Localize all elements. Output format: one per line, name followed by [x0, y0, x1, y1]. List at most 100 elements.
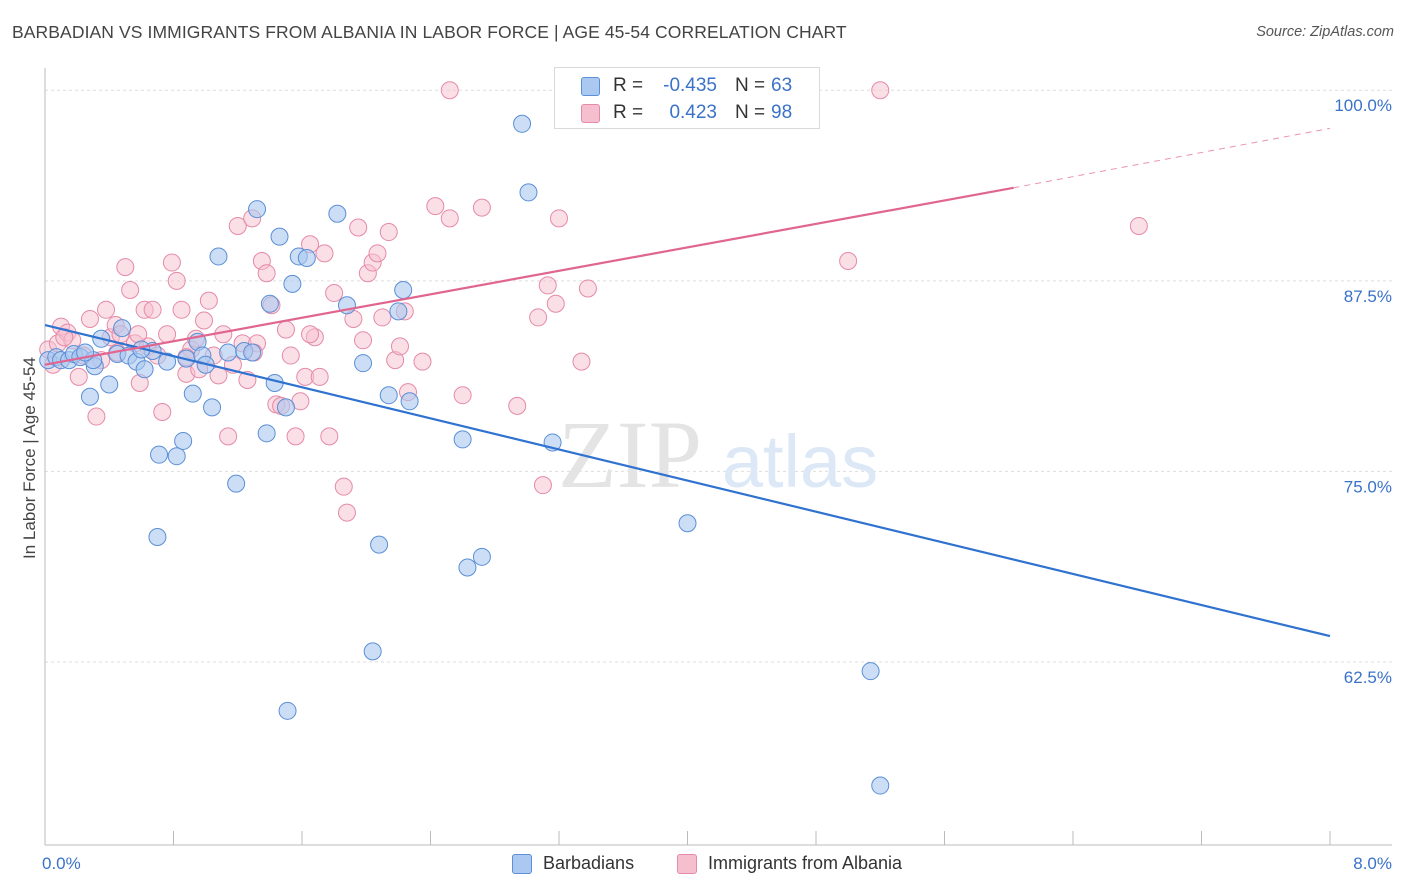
r-value: -0.435: [663, 75, 717, 96]
r-label: R =: [613, 75, 644, 96]
data-point-albania: [440, 209, 459, 228]
data-point-albania: [276, 320, 295, 339]
data-point-barbadians: [243, 343, 262, 362]
legend-label: Barbadians: [543, 853, 635, 873]
data-point-barbadians: [354, 354, 373, 373]
data-point-albania: [325, 284, 344, 303]
data-point-albania: [195, 311, 214, 330]
r-label: R =: [613, 102, 644, 123]
axes: [44, 68, 1392, 846]
trend-line-albania: [44, 186, 1014, 366]
data-point-albania: [550, 209, 568, 228]
y-tick-label: 62.5%: [1344, 668, 1392, 687]
data-point-albania: [529, 308, 548, 327]
data-point-barbadians: [297, 248, 316, 267]
data-point-barbadians: [370, 535, 389, 554]
data-point-albania: [172, 300, 191, 319]
data-point-albania: [80, 309, 99, 328]
data-point-barbadians: [257, 424, 276, 443]
data-point-barbadians: [135, 360, 154, 379]
data-point-albania: [373, 308, 392, 327]
data-point-albania: [257, 264, 276, 283]
data-point-barbadians: [678, 514, 697, 533]
data-point-barbadians: [80, 387, 99, 406]
data-point-albania: [116, 258, 135, 277]
data-point-albania: [337, 503, 356, 522]
data-point-albania: [143, 300, 162, 319]
data-point-barbadians: [148, 528, 167, 546]
data-point-barbadians: [219, 343, 238, 362]
data-point-albania: [390, 337, 409, 356]
data-point-barbadians: [270, 227, 289, 246]
data-point-barbadians: [174, 431, 193, 450]
data-point-barbadians: [276, 398, 295, 417]
data-point-albania: [472, 198, 491, 217]
data-point-albania: [354, 331, 373, 350]
data-point-albania: [153, 402, 172, 421]
data-point-barbadians: [260, 294, 279, 313]
data-point-barbadians: [227, 474, 246, 493]
x-tick-label: 0.0%: [42, 854, 81, 873]
legend: Barbadians Immigrants from Albania: [0, 851, 1406, 879]
n-label: N =: [735, 102, 766, 123]
data-point-barbadians: [861, 662, 880, 681]
data-point-barbadians: [400, 392, 419, 411]
data-point-albania: [413, 352, 432, 371]
data-point-albania: [334, 477, 353, 496]
data-point-barbadians: [113, 319, 132, 338]
data-point-albania: [440, 81, 459, 100]
y-tick-label: 100.0%: [1334, 96, 1392, 115]
data-point-albania: [310, 367, 329, 386]
data-point-albania: [281, 346, 300, 365]
legend-swatch-pink: [677, 854, 697, 874]
data-point-barbadians: [328, 204, 347, 223]
data-point-albania: [453, 386, 472, 405]
data-point-albania: [286, 427, 305, 446]
data-point-barbadians: [379, 386, 398, 405]
data-point-albania: [368, 244, 387, 263]
legend-label: Immigrants from Albania: [708, 853, 903, 873]
data-point-barbadians: [209, 247, 228, 266]
data-point-barbadians: [394, 280, 413, 299]
stats-row-barbadians: R = -0.435 N = 63: [555, 73, 819, 99]
data-point-barbadians: [167, 447, 186, 466]
data-point-barbadians: [363, 642, 382, 661]
data-point-albania: [426, 197, 445, 216]
data-point-barbadians: [519, 183, 538, 202]
legend-swatch-blue: [512, 854, 532, 874]
data-point-albania: [158, 325, 177, 344]
data-point-barbadians: [203, 398, 222, 417]
n-value: 98: [771, 102, 793, 123]
data-point-barbadians: [150, 445, 169, 464]
data-point-barbadians: [472, 547, 491, 566]
source-credit: Source: ZipAtlas.com: [1256, 24, 1394, 40]
data-point-albania: [167, 271, 186, 290]
data-point-barbadians: [453, 430, 472, 449]
data-point-albania: [538, 276, 557, 295]
stats-box: R = -0.435 N = 63 R = 0.423 N = 98: [554, 67, 820, 129]
stats-row-albania: R = 0.423 N = 98: [555, 100, 819, 126]
data-point-albania: [228, 216, 247, 235]
data-point-albania: [219, 427, 238, 446]
r-value: 0.423: [669, 102, 717, 123]
chart-title: BARBADIAN VS IMMIGRANTS FROM ALBANIA IN …: [12, 22, 847, 42]
data-point-barbadians: [283, 274, 302, 293]
data-point-albania: [572, 352, 591, 371]
data-point-barbadians: [458, 558, 477, 577]
data-point-albania: [87, 407, 106, 426]
data-point-albania: [301, 325, 320, 344]
data-point-albania: [1129, 216, 1148, 235]
data-point-barbadians: [513, 114, 532, 133]
data-point-albania: [320, 427, 339, 446]
data-point-albania: [533, 476, 552, 495]
n-value: 63: [771, 75, 793, 96]
trend-lines: [44, 127, 1331, 638]
stats-swatch-pink: [581, 104, 600, 123]
stats-swatch-blue: [581, 77, 600, 96]
data-point-albania: [508, 396, 527, 415]
trend-line-barbadians: [44, 323, 1331, 638]
data-point-albania: [871, 81, 890, 100]
y-tick-label: 75.0%: [1344, 477, 1392, 496]
data-point-albania: [162, 253, 181, 272]
